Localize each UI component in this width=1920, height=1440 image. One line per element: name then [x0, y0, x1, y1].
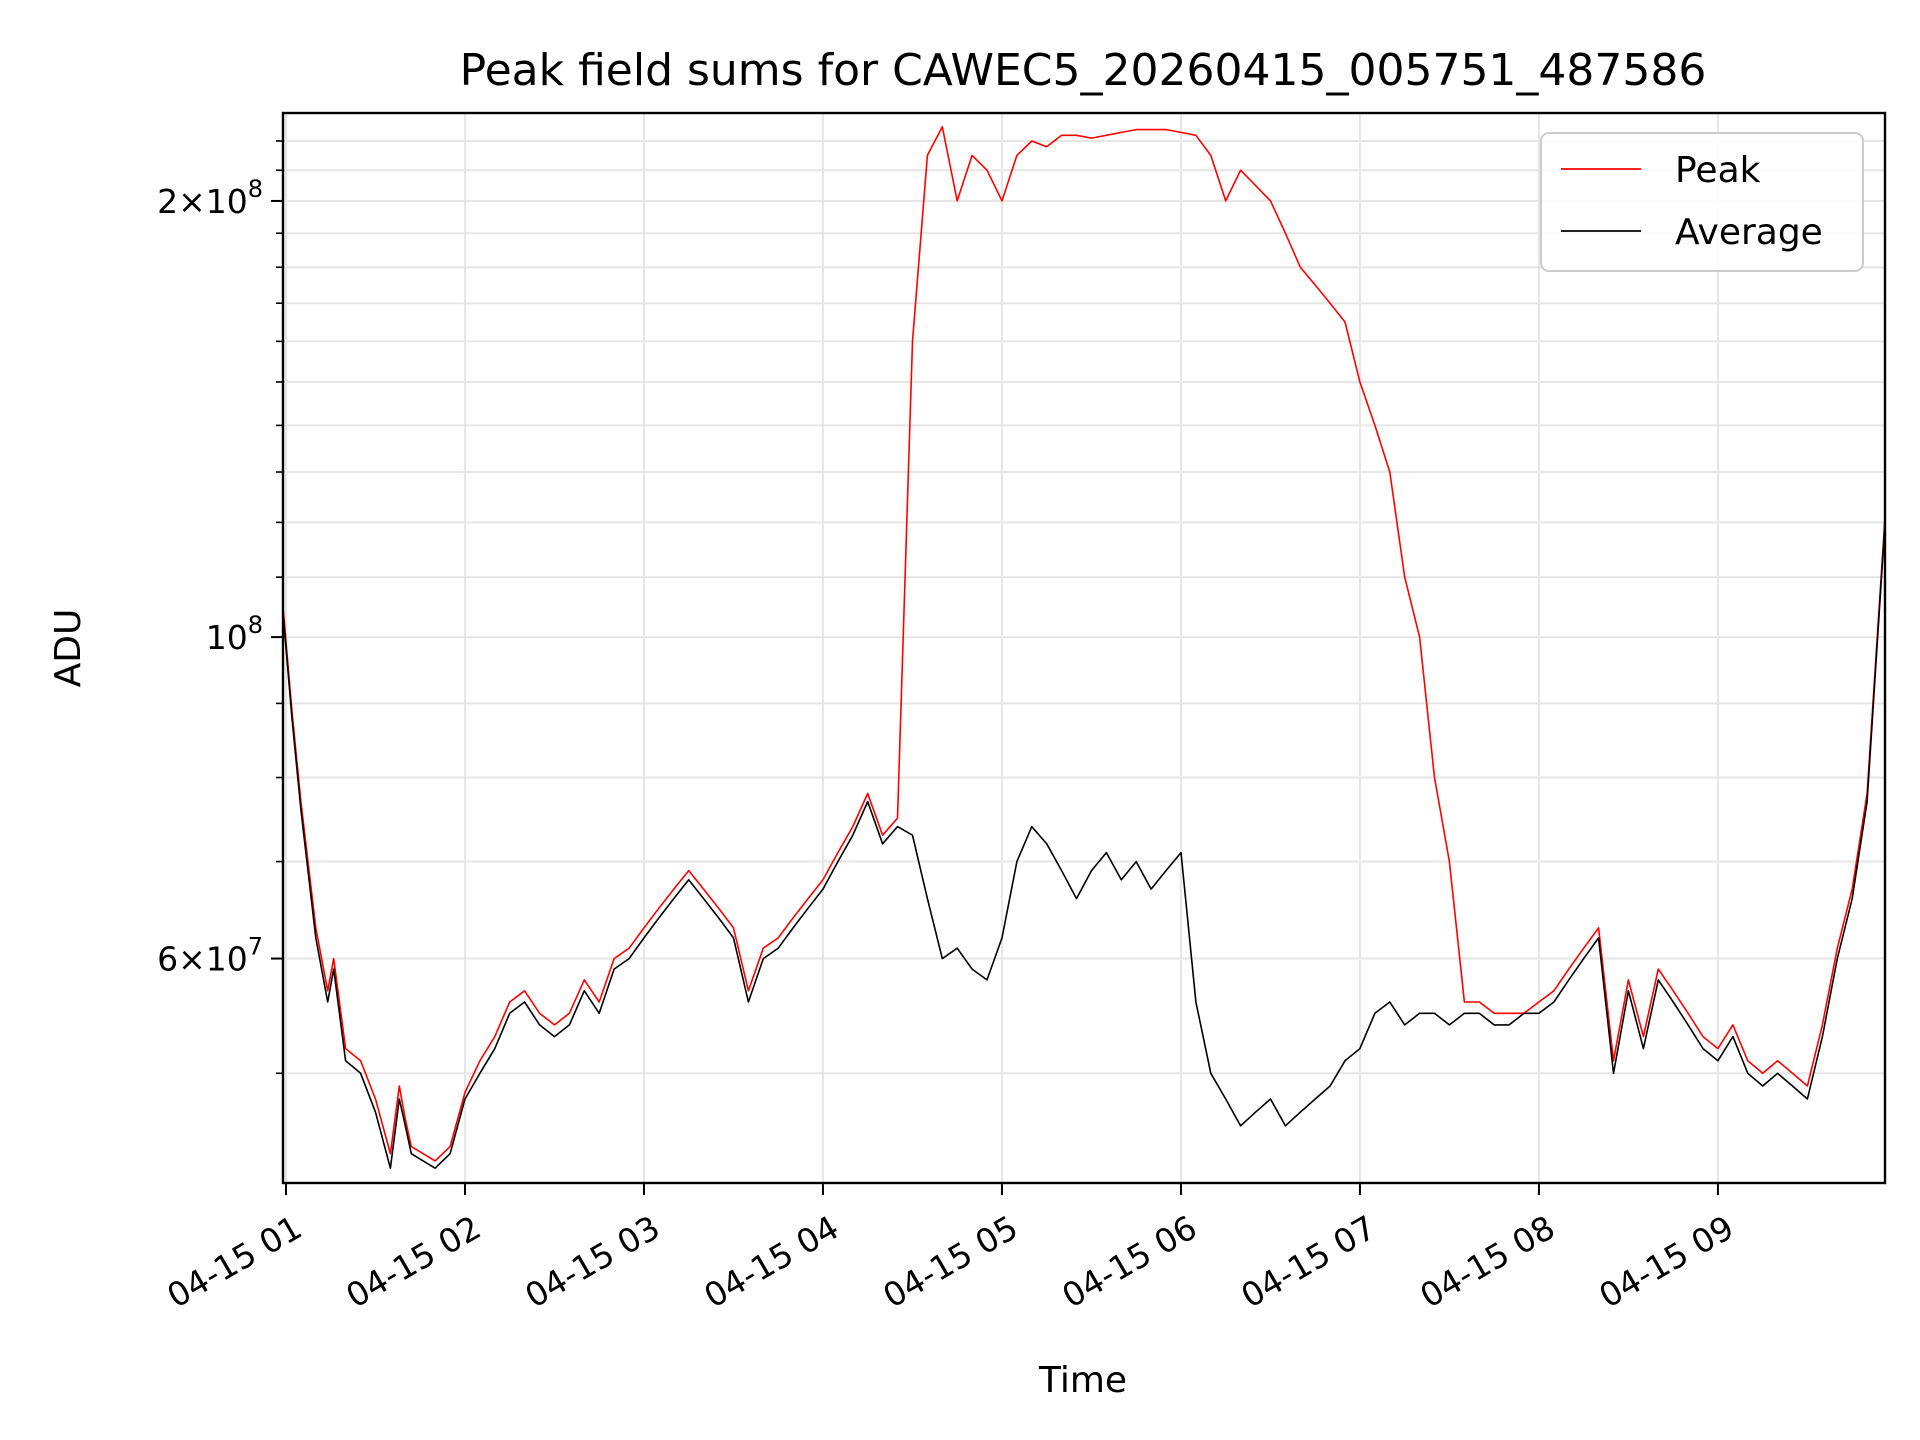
legend: Peak Average [1540, 132, 1864, 272]
chart-title: Peak field sums for CAWEC5_20260415_0057… [460, 45, 1707, 96]
y-tick-label-2: 2×108 [157, 175, 263, 221]
series-line-average [282, 522, 1886, 1169]
y-axis-label: ADU [48, 609, 89, 688]
y-tick-label-0: 6×107 [157, 933, 263, 979]
y-tick-label-1: 108 [206, 611, 263, 657]
legend-peak-label: Peak [1675, 150, 1761, 191]
legend-box [1540, 132, 1864, 272]
x-axis-label: Time [1038, 1360, 1127, 1401]
plot-area [282, 126, 1886, 1169]
series-line-peak [282, 126, 1886, 1162]
y-axis: 6×107 108 2×108 [157, 140, 283, 1075]
legend-average-label: Average [1675, 212, 1823, 253]
plot-frame [281, 111, 1887, 1185]
